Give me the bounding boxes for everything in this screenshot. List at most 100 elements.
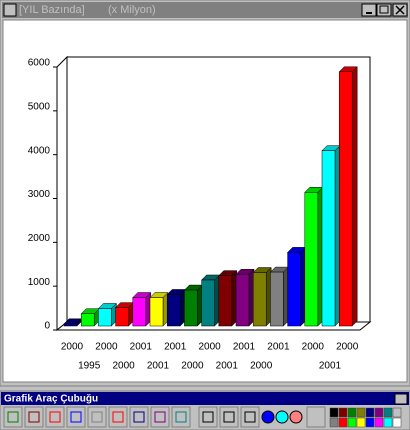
bar (338, 71, 353, 327)
tool-icon (223, 411, 235, 423)
toolbar-title-bar (1, 392, 409, 405)
tool-icon (91, 411, 103, 423)
palette-swatch[interactable] (392, 417, 402, 428)
bar (235, 274, 250, 327)
x-tick-label: 2000 (112, 361, 135, 372)
tool-button[interactable] (150, 406, 170, 428)
palette-swatch[interactable] (365, 407, 375, 418)
x-tick-label: 2001 (267, 342, 290, 353)
palette-swatch[interactable] (329, 407, 339, 418)
chart: 0 1000 2000 3000 4000 5000 6000 2000 1995 2000 200… (28, 55, 372, 372)
palette-swatch[interactable] (383, 417, 393, 428)
palette-swatch[interactable] (338, 407, 348, 418)
bar-side (351, 66, 358, 327)
tool-button[interactable] (66, 406, 86, 428)
tool-button[interactable] (108, 406, 128, 428)
x-tick-label: 2001 (130, 342, 153, 353)
y-tick-label: 6000 (28, 58, 51, 69)
window-title: [YIL Bazında] (19, 4, 85, 16)
tool-button[interactable] (306, 406, 326, 428)
minimize-button[interactable] (361, 3, 377, 17)
tool-icon (154, 411, 166, 423)
window-subtitle: (x Milyon) (108, 4, 156, 16)
bar (252, 272, 267, 327)
title-bar (2, 2, 408, 18)
palette-swatch[interactable] (356, 407, 366, 418)
tool-icon (70, 411, 82, 423)
palette-swatch[interactable] (374, 417, 384, 428)
color-button[interactable] (275, 410, 289, 424)
x-tick-label: 2000 (95, 342, 118, 353)
palette-swatch[interactable] (329, 417, 339, 428)
window-icon (3, 3, 17, 17)
palette-swatch[interactable] (383, 407, 393, 418)
palette-swatch[interactable] (347, 417, 357, 428)
bar (321, 150, 336, 327)
y-tick-label: 5000 (28, 101, 51, 112)
x-tick-label: 2000 (61, 342, 84, 353)
bar (132, 297, 147, 327)
tool-icon (133, 411, 145, 423)
tool-button[interactable] (171, 406, 191, 428)
x-tick-label: 2001 (147, 361, 170, 372)
bar (80, 313, 95, 327)
tool-icon (175, 411, 187, 423)
tool-button[interactable] (3, 406, 23, 428)
x-tick-label: 1995 (78, 361, 101, 372)
palette-swatch[interactable] (338, 417, 348, 428)
x-tick-label: 2001 (164, 342, 187, 353)
tool-icon (49, 411, 61, 423)
close-glyph (395, 5, 405, 15)
tool-button[interactable] (45, 406, 65, 428)
tool-icon (202, 411, 214, 423)
y-tick-label: 0 (44, 321, 50, 332)
tool-icon (28, 411, 40, 423)
x-tick-label: 2001 (216, 361, 239, 372)
bar (304, 192, 319, 327)
palette-swatch[interactable] (356, 417, 366, 428)
bar (184, 289, 198, 327)
palette-swatch[interactable] (365, 417, 375, 428)
maximize-glyph (379, 5, 389, 14)
y-tick-label: 2000 (28, 233, 51, 244)
bar (201, 279, 215, 327)
x-tick-label: 2000 (336, 342, 359, 353)
bar (98, 308, 112, 327)
window-buttons[interactable] (361, 3, 408, 17)
palette-swatch[interactable] (347, 407, 357, 418)
tool-icon (112, 411, 124, 423)
y-tick-label: 3000 (28, 189, 51, 200)
x-tick-label: 2001 (319, 361, 342, 372)
tool-button[interactable] (240, 406, 260, 428)
x-tick-label: 2000 (302, 342, 325, 353)
y-tick-label: 1000 (28, 277, 51, 288)
bar (149, 297, 164, 327)
bar (270, 271, 284, 327)
bar (287, 252, 301, 327)
x-tick-label: 2000 (198, 342, 221, 353)
tool-button[interactable] (198, 406, 218, 428)
tool-button[interactable] (129, 406, 149, 428)
palette-swatch[interactable] (392, 407, 402, 418)
tool-button[interactable] (87, 406, 107, 428)
y-tick-label: 4000 (28, 145, 51, 156)
bar (218, 275, 233, 327)
tool-button[interactable] (219, 406, 239, 428)
tool-icon (244, 411, 256, 423)
toolbar-close[interactable] (394, 393, 408, 405)
palette-swatch[interactable] (374, 407, 384, 418)
tool-icon (7, 411, 19, 423)
x-tick-label: 2001 (233, 342, 256, 353)
toolbar-buttons (3, 406, 402, 428)
bar (115, 307, 129, 327)
bar (166, 294, 181, 327)
side-wall (56, 55, 68, 332)
x-tick-label: 2000 (250, 361, 273, 372)
color-button[interactable] (289, 410, 303, 424)
tool-button[interactable] (24, 406, 44, 428)
toolbar-title: Grafik Araç Çubuğu (4, 394, 98, 405)
bar (63, 323, 78, 327)
x-tick-label: 2000 (181, 361, 204, 372)
color-button[interactable] (261, 410, 275, 424)
